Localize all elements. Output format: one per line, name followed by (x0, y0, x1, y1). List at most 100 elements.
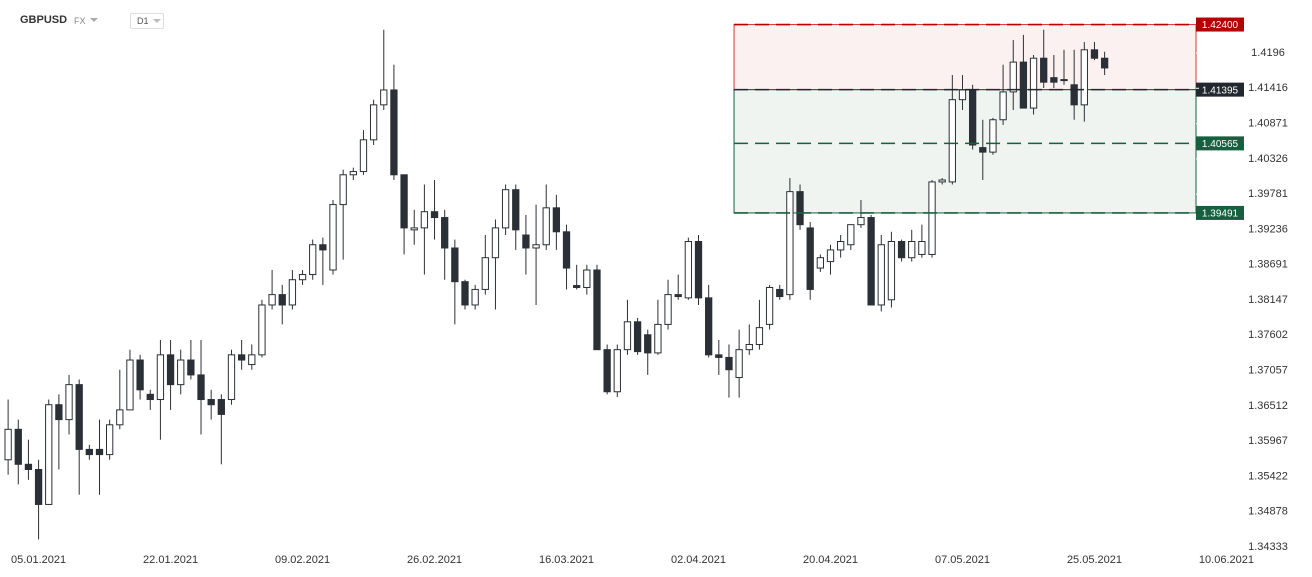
x-tick-label: 22.01.2021 (143, 554, 198, 566)
candle-down (552, 207, 561, 233)
candle-up (735, 349, 743, 379)
level-tag (1196, 205, 1244, 220)
candle-down (1050, 77, 1058, 83)
candle-up (248, 354, 256, 366)
candle-down (207, 399, 215, 406)
candle-up (298, 274, 307, 281)
candle-down (633, 321, 642, 353)
candle-up (227, 354, 236, 401)
candle-down (522, 234, 530, 249)
y-tick-label: 1.4196 (1251, 47, 1285, 59)
candle-up (410, 227, 418, 231)
level-label: 1.41395 (1202, 85, 1239, 96)
candle-down (400, 174, 408, 229)
x-tick-label: 02.04.2021 (671, 554, 726, 566)
candle-up (918, 241, 926, 255)
candle-up (1080, 49, 1088, 106)
x-tick-label: 16.03.2021 (539, 554, 594, 566)
candle-down (146, 393, 154, 401)
candle-down (95, 448, 104, 456)
interval-caret (153, 19, 161, 23)
y-tick-label: 1.40871 (1248, 117, 1288, 129)
candle-up (847, 224, 855, 246)
candle-up (837, 241, 845, 251)
candle-up (583, 269, 591, 288)
candle-up (938, 179, 946, 183)
candle-up (491, 227, 500, 259)
symbol[interactable]: GBPUSD (20, 14, 68, 26)
candle-up (816, 257, 824, 269)
level-label: 1.42400 (1202, 20, 1239, 31)
x-tick-label: 05.01.2021 (11, 554, 66, 566)
candle-down (1090, 49, 1099, 59)
candle-up (542, 207, 550, 246)
y-tick-label: 1.38691 (1248, 259, 1288, 271)
candle-up (1009, 61, 1017, 93)
candle-up (1029, 57, 1038, 109)
candle-up (126, 359, 134, 411)
candle-down (979, 147, 987, 153)
y-tick-label: 1.34878 (1248, 506, 1288, 518)
y-tick-label: 1.39236 (1248, 223, 1288, 235)
candle-down (390, 89, 398, 176)
candle-up (349, 171, 357, 176)
candle-down (897, 241, 906, 259)
y-tick-label: 1.41416 (1248, 82, 1288, 94)
candle-up (329, 204, 337, 271)
candle-down (573, 285, 581, 288)
candle-down (197, 374, 205, 401)
y-tick-label: 1.35967 (1248, 435, 1288, 447)
candle-up (106, 424, 114, 456)
candle-down (217, 399, 225, 415)
candle-up (654, 323, 662, 354)
candle-up (309, 244, 317, 276)
candle-down (14, 428, 22, 465)
interval-select[interactable]: D1 (130, 13, 164, 29)
candle-down (85, 448, 93, 456)
x-tick-label: 09.02.2021 (275, 554, 330, 566)
market-caret[interactable] (89, 17, 99, 23)
candle-up (420, 211, 429, 229)
level-tag (1196, 136, 1244, 151)
candle-down (867, 217, 875, 306)
candle-up (481, 257, 489, 290)
candle-down (24, 463, 33, 470)
y-tick-label: 1.40326 (1248, 153, 1288, 165)
candle-up (380, 89, 388, 106)
y-tick-label: 1.39781 (1248, 188, 1288, 200)
candle-up (288, 279, 297, 306)
candle-down (725, 356, 733, 371)
candle-down (593, 269, 601, 351)
candle-up (786, 191, 794, 296)
candle-down (75, 384, 83, 450)
candle-up (765, 286, 774, 325)
level-label: 1.39491 (1202, 209, 1239, 220)
candle-down (512, 189, 520, 231)
candle-down (806, 227, 814, 290)
candle-up (826, 249, 835, 263)
zone (733, 89, 1197, 214)
candle-up (623, 321, 632, 351)
x-tick-label: 07.05.2021 (935, 554, 990, 566)
candle-down (1070, 84, 1078, 106)
candle-up (948, 99, 956, 183)
y-tick-label: 1.34333 (1248, 541, 1288, 553)
y-tick-label: 1.37602 (1248, 329, 1288, 341)
market[interactable]: FX (74, 16, 86, 26)
candle-up (877, 244, 885, 306)
zone (733, 24, 1197, 91)
candle-up (116, 409, 124, 426)
candle-down (694, 241, 703, 299)
candle-up (65, 384, 73, 421)
candle-down (1019, 61, 1028, 109)
candle-down (562, 231, 571, 269)
candle-down (136, 359, 144, 391)
candle-down (674, 294, 682, 298)
candle-up (45, 404, 53, 505)
x-tick-label: 26.02.2021 (407, 554, 462, 566)
y-tick-label: 1.36512 (1248, 400, 1288, 412)
candle-down (441, 217, 449, 249)
candle-down (278, 294, 286, 306)
